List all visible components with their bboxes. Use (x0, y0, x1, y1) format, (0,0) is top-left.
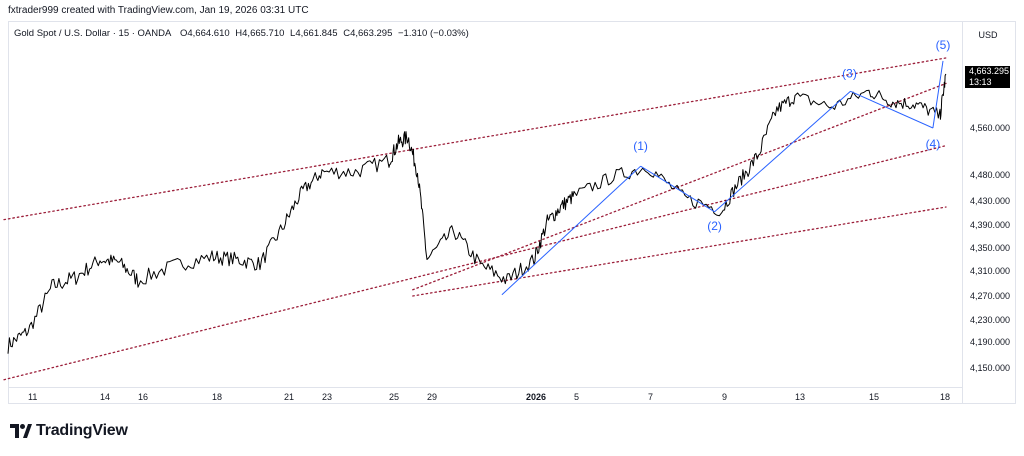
time-tick-label: 2026 (526, 392, 546, 402)
time-tick-label: 18 (940, 392, 950, 402)
price-series (7, 73, 947, 354)
channel-lines[interactable] (3, 57, 947, 381)
time-tick-label: 23 (322, 392, 332, 402)
open-value: O4,664.610 (179, 28, 230, 39)
wave-segment[interactable] (501, 165, 641, 296)
symbol-legend: Gold Spot / U.S. Dollar · 15 · OANDA O4,… (14, 28, 472, 39)
time-tick-label: 14 (100, 392, 110, 402)
bar-countdown: 13:13 (969, 77, 992, 87)
price-tick-label: 4,430.000 (970, 196, 1010, 206)
wave-segment[interactable] (640, 165, 715, 213)
price-tick-label: 4,270.000 (970, 291, 1010, 301)
time-tick-label: 16 (138, 392, 148, 402)
channel-line[interactable] (412, 82, 947, 291)
time-tick-label: 11 (28, 392, 37, 402)
time-tick-label: 5 (574, 392, 579, 402)
price-tick-label: 4,150.000 (970, 363, 1010, 373)
time-tick-label: 29 (427, 392, 437, 402)
wave-label: (2) (707, 219, 722, 233)
time-tick-label: 21 (284, 392, 294, 402)
price-tick-label: 4,390.000 (970, 220, 1010, 230)
ohlc-values: O4,664.610 H4,665.710 L4,661.845 C4,663.… (180, 28, 472, 39)
wave-label: (3) (842, 66, 857, 80)
currency-label[interactable]: USD (978, 30, 998, 40)
wave-label: (1) (633, 139, 648, 153)
price-axis[interactable]: 4,150.000 4,190.000 4,230.000 4,270.000 4,31… (970, 123, 1010, 373)
price-tick-label: 4,310.000 (970, 266, 1010, 276)
chart-byline: fxtrader999 created with TradingView.com… (8, 5, 309, 16)
channel-line[interactable] (3, 57, 947, 221)
chart-frame (8, 21, 1016, 404)
time-tick-label: 13 (795, 392, 805, 402)
wave-segment[interactable] (850, 90, 934, 129)
wave-segment[interactable] (932, 60, 944, 129)
price-line (7, 73, 947, 354)
wave-label: (5) (936, 38, 951, 52)
low-value: L4,661.845 (290, 28, 338, 39)
channel-line[interactable] (3, 144, 947, 381)
high-value: H4,665.710 (235, 28, 285, 39)
price-tick-label: 4,480.000 (970, 170, 1010, 180)
wave-label: (4) (926, 137, 941, 151)
price-tick-label: 4,190.000 (970, 337, 1010, 347)
tradingview-logo-icon (10, 424, 32, 438)
last-price-value: 4,663.295 (969, 66, 1010, 76)
time-axis[interactable]: 11 14 16 18 21 23 25 29 2026 5 7 9 13 15 18 (28, 392, 950, 402)
channel-line[interactable] (412, 206, 947, 297)
time-tick-label: 7 (648, 392, 653, 402)
tradingview-logo-text: TradingView (36, 422, 128, 439)
time-tick-label: 15 (869, 392, 879, 402)
change-value: −1.310 (−0.03%) (398, 28, 469, 39)
wave-segment[interactable] (714, 90, 851, 213)
price-tick-label: 4,350.000 (970, 243, 1010, 253)
close-value: C4,663.295 (343, 28, 393, 39)
time-tick-label: 18 (212, 392, 222, 402)
time-tick-label: 25 (389, 392, 399, 402)
tradingview-logo: TradingView (10, 422, 128, 440)
elliott-wave-labels: (1) (2) (3) (4) (5) (633, 38, 950, 233)
symbol-name: Gold Spot / U.S. Dollar · 15 · OANDA (14, 28, 172, 39)
time-tick-label: 9 (722, 392, 727, 402)
elliott-wave-lines[interactable] (501, 60, 944, 296)
price-tick-label: 4,560.000 (970, 123, 1010, 133)
last-price-tag: 4,663.295 13:13 (965, 66, 1010, 88)
price-tick-label: 4,230.000 (970, 315, 1010, 325)
